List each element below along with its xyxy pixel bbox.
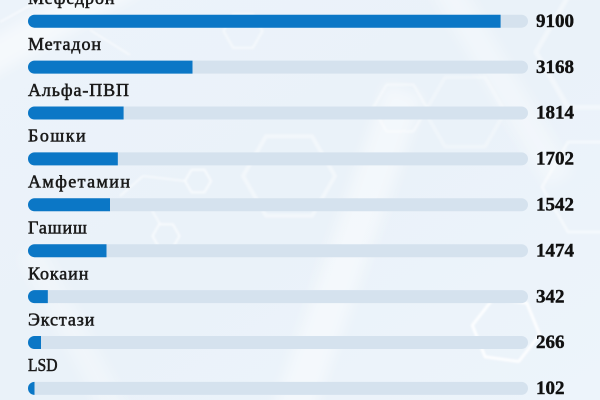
svg-text:266: 266 xyxy=(536,332,565,353)
svg-text:3168: 3168 xyxy=(536,57,574,78)
svg-text:1702: 1702 xyxy=(536,149,574,170)
svg-text:Альфа-ПВП: Альфа-ПВП xyxy=(28,80,130,100)
svg-text:1542: 1542 xyxy=(536,195,574,216)
svg-text:1474: 1474 xyxy=(536,240,575,261)
svg-text:102: 102 xyxy=(536,378,565,399)
svg-text:342: 342 xyxy=(536,286,565,307)
svg-text:Бошки: Бошки xyxy=(28,126,87,146)
svg-text:Метадон: Метадон xyxy=(28,34,102,54)
svg-text:Мефедрон: Мефедрон xyxy=(28,0,115,8)
svg-text:LSD: LSD xyxy=(28,355,58,375)
svg-text:Экстази: Экстази xyxy=(28,309,95,329)
svg-text:9100: 9100 xyxy=(536,11,574,32)
svg-text:Гашиш: Гашиш xyxy=(28,218,88,238)
svg-text:1814: 1814 xyxy=(536,103,575,124)
svg-text:Кокаин: Кокаин xyxy=(28,263,89,283)
svg-text:Амфетамин: Амфетамин xyxy=(28,172,131,192)
